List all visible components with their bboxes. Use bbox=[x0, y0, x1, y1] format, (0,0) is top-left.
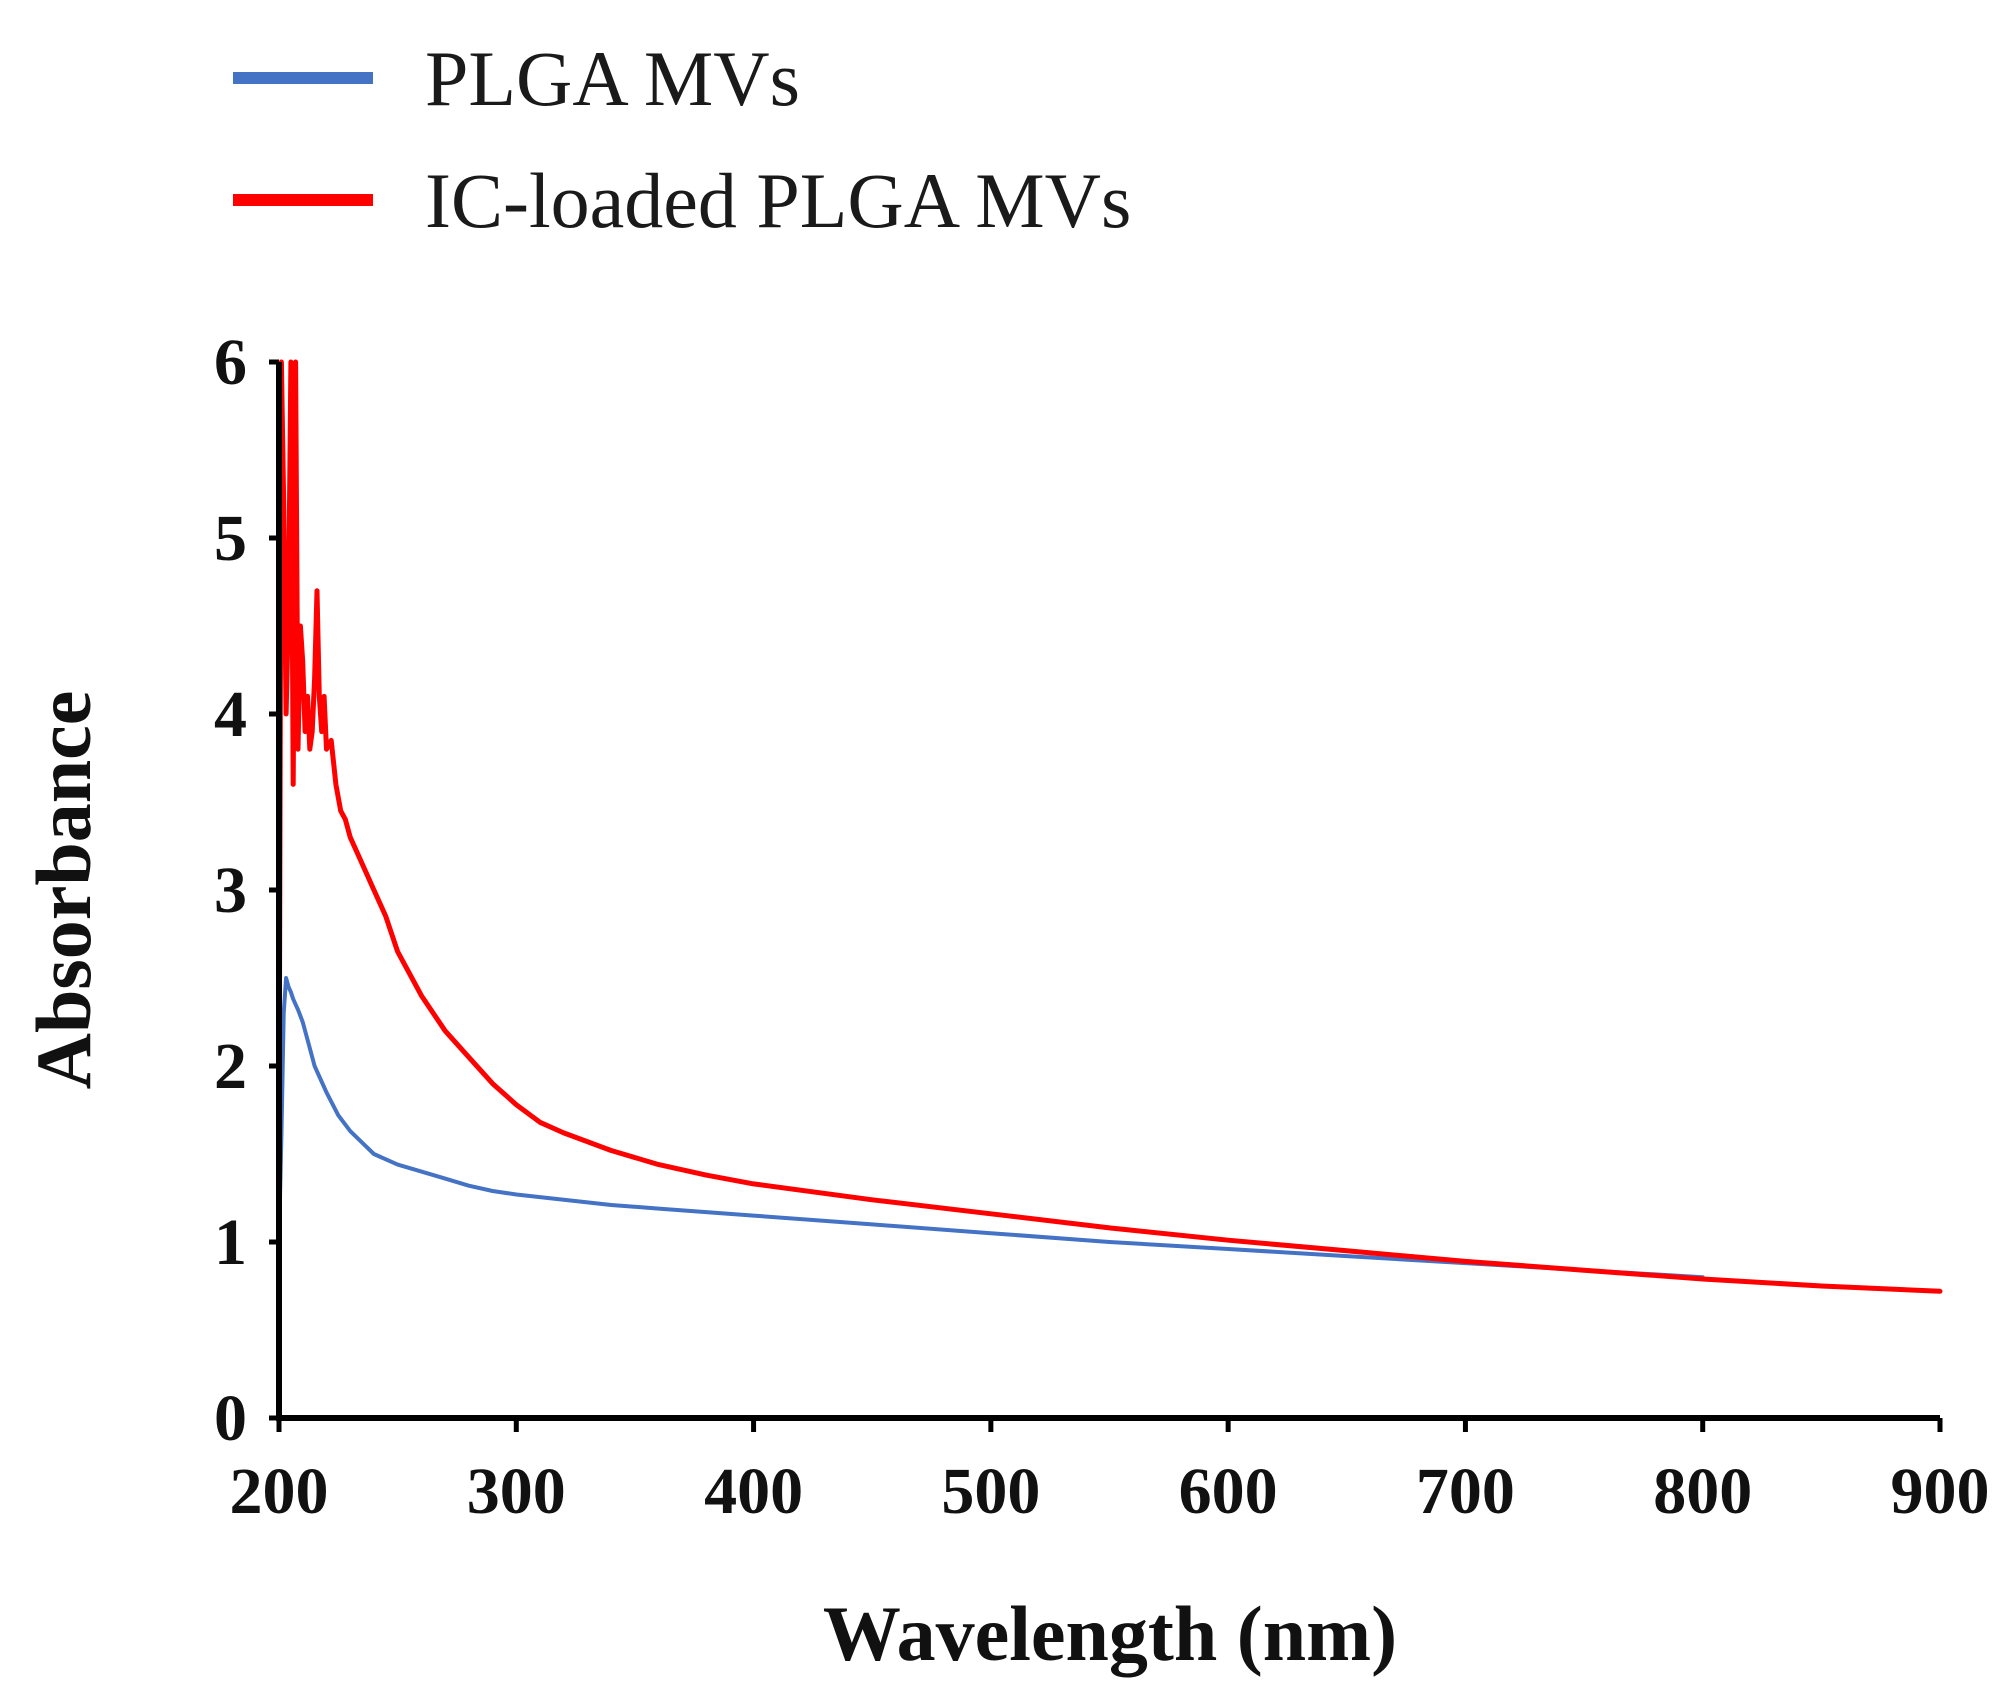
x-tick-label: 900 bbox=[1891, 1455, 1990, 1528]
legend-label-plga-mvs: PLGA MVs bbox=[425, 35, 800, 122]
y-ticks: 0 1 2 3 4 5 6 bbox=[214, 326, 279, 1455]
legend-item-ic-loaded-plga-mvs: IC-loaded PLGA MVs bbox=[233, 157, 1131, 244]
x-ticks: 200 300 400 500 600 700 800 900 bbox=[230, 1418, 1990, 1528]
y-tick-label: 0 bbox=[214, 1382, 247, 1455]
x-tick-label: 700 bbox=[1416, 1455, 1515, 1528]
y-tick-label: 5 bbox=[214, 502, 247, 575]
y-tick-label: 6 bbox=[214, 326, 247, 399]
y-axis-title: Absorbance bbox=[20, 691, 107, 1090]
x-tick-label: 400 bbox=[704, 1455, 803, 1528]
series-line-plga-mvs bbox=[277, 976, 1705, 1280]
x-tick-label: 500 bbox=[941, 1455, 1040, 1528]
legend-item-plga-mvs: PLGA MVs bbox=[233, 35, 800, 122]
x-axis-title: Wavelength (nm) bbox=[823, 1590, 1397, 1677]
y-tick-label: 3 bbox=[214, 854, 247, 927]
x-tick-label: 200 bbox=[230, 1455, 329, 1528]
y-tick-label: 1 bbox=[214, 1206, 247, 1279]
series-line-ic-loaded-plga-mvs bbox=[276, 359, 1943, 1294]
x-tick-label: 600 bbox=[1179, 1455, 1278, 1528]
x-tick-label: 300 bbox=[467, 1455, 566, 1528]
legend-label-ic-loaded-plga-mvs: IC-loaded PLGA MVs bbox=[425, 157, 1131, 244]
legend: PLGA MVs IC-loaded PLGA MVs bbox=[233, 35, 1131, 244]
x-tick-label: 800 bbox=[1653, 1455, 1752, 1528]
y-tick-label: 4 bbox=[214, 678, 247, 751]
axes bbox=[276, 362, 1940, 1421]
series-layer bbox=[276, 359, 1943, 1294]
y-tick-label: 2 bbox=[214, 1030, 247, 1103]
